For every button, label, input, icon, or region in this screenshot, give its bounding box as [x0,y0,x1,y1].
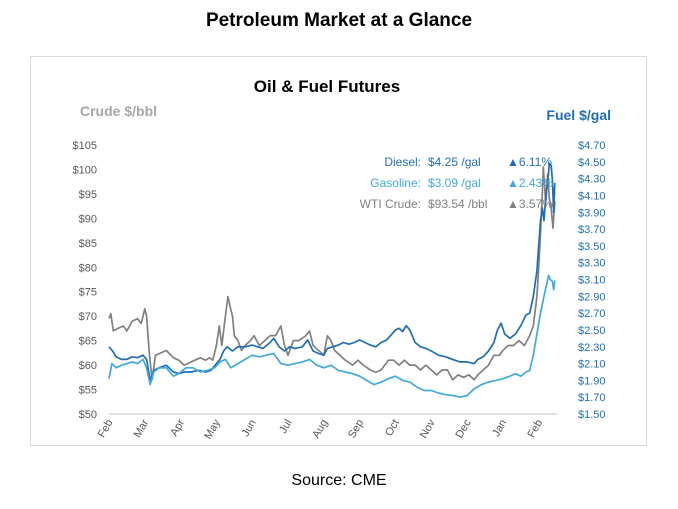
right-axis-label: Fuel $/gal [546,107,611,123]
x-tick-label: Jul [277,418,294,436]
left-tick-label: $50 [79,409,97,421]
left-tick-label: $80 [79,262,97,274]
source-note: Source: CME [291,472,387,489]
oil-fuel-futures-chart: Oil & Fuel Futures Crude $/bbl Fuel $/ga… [73,77,611,441]
right-tick-label: $4.50 [578,157,606,169]
price-annotations: Diesel: $4.25 /gal ▲6.11% Gasoline: $3.09 /g… [360,155,554,211]
right-axis-ticks: $1.50 $1.70 $1.90 $2.10 $2.30 $2.50 $2.70 $2.90… [578,140,606,421]
annotation-change: ▲3.57% [507,197,553,211]
right-tick-label: $1.70 [578,392,606,404]
right-tick-label: $1.90 [578,375,606,387]
annotation-value: $4.25 /gal [428,155,481,169]
right-tick-label: $2.70 [578,308,606,320]
page-title: Petroleum Market at a Glance [205,10,473,31]
diesel-series-line [108,162,556,382]
left-axis-label: Crude $/bbl [80,103,157,119]
x-tick-label: May [202,417,223,441]
right-tick-label: $4.30 [578,174,606,186]
chart-title: Oil & Fuel Futures [254,77,400,96]
x-tick-label: Apr [168,417,187,438]
left-axis-ticks: $50 $55 $60 $65 $70 $75 $80 $85 $90 $95 $100 $105 [73,140,97,421]
left-tick-label: $75 [79,287,97,299]
annotation-name: WTI Crude: [360,197,421,211]
x-tick-label: Feb [96,418,116,440]
series-layer [108,162,556,399]
right-tick-label: $2.90 [578,291,606,303]
left-tick-label: $65 [79,336,97,348]
annotation-name: Gasoline: [370,176,421,190]
x-tick-label: Aug [310,418,330,441]
x-tick-label: Jun [240,418,259,439]
x-tick-label: Sep [346,418,366,441]
x-axis-ticks: Feb Mar Apr May Jun Jul Aug Sep Oct Nov Dec Jan Feb [96,417,546,441]
right-tick-label: $1.50 [578,409,606,421]
annotation-value: $93.54 /bbl [428,197,487,211]
x-tick-label: Mar [132,417,152,440]
crude-series-line [108,166,556,381]
annotation-change: ▲2.43% [507,176,553,190]
right-tick-label: $3.50 [578,241,606,253]
right-tick-label: $3.90 [578,207,606,219]
gasoline-series-line [108,274,556,399]
left-tick-label: $55 [79,385,97,397]
annotation-change: ▲6.11% [507,155,552,169]
annotation-value: $3.09 /gal [428,176,481,190]
chart-frame: Oil & Fuel Futures Crude $/bbl Fuel $/ga… [30,56,647,446]
right-tick-label: $3.10 [578,275,606,287]
x-tick-label: Oct [383,418,402,439]
right-tick-label: $2.50 [578,325,606,337]
left-tick-label: $60 [79,360,97,372]
left-tick-label: $85 [79,238,97,250]
right-tick-label: $4.70 [578,140,606,152]
left-tick-label: $70 [79,311,97,323]
right-tick-label: $3.30 [578,258,606,270]
x-tick-label: Dec [453,417,473,440]
left-tick-label: $90 [79,213,97,225]
annotation-name: Diesel: [384,155,421,169]
x-tick-label: Feb [525,418,545,440]
right-tick-label: $2.30 [578,342,606,354]
right-tick-label: $2.10 [578,359,606,371]
left-tick-label: $95 [79,189,97,201]
x-tick-label: Jan [490,418,509,439]
x-tick-label: Nov [418,417,438,440]
left-tick-label: $105 [73,140,97,152]
right-tick-label: $3.70 [578,224,606,236]
right-tick-label: $4.10 [578,190,606,202]
left-tick-label: $100 [73,164,97,176]
